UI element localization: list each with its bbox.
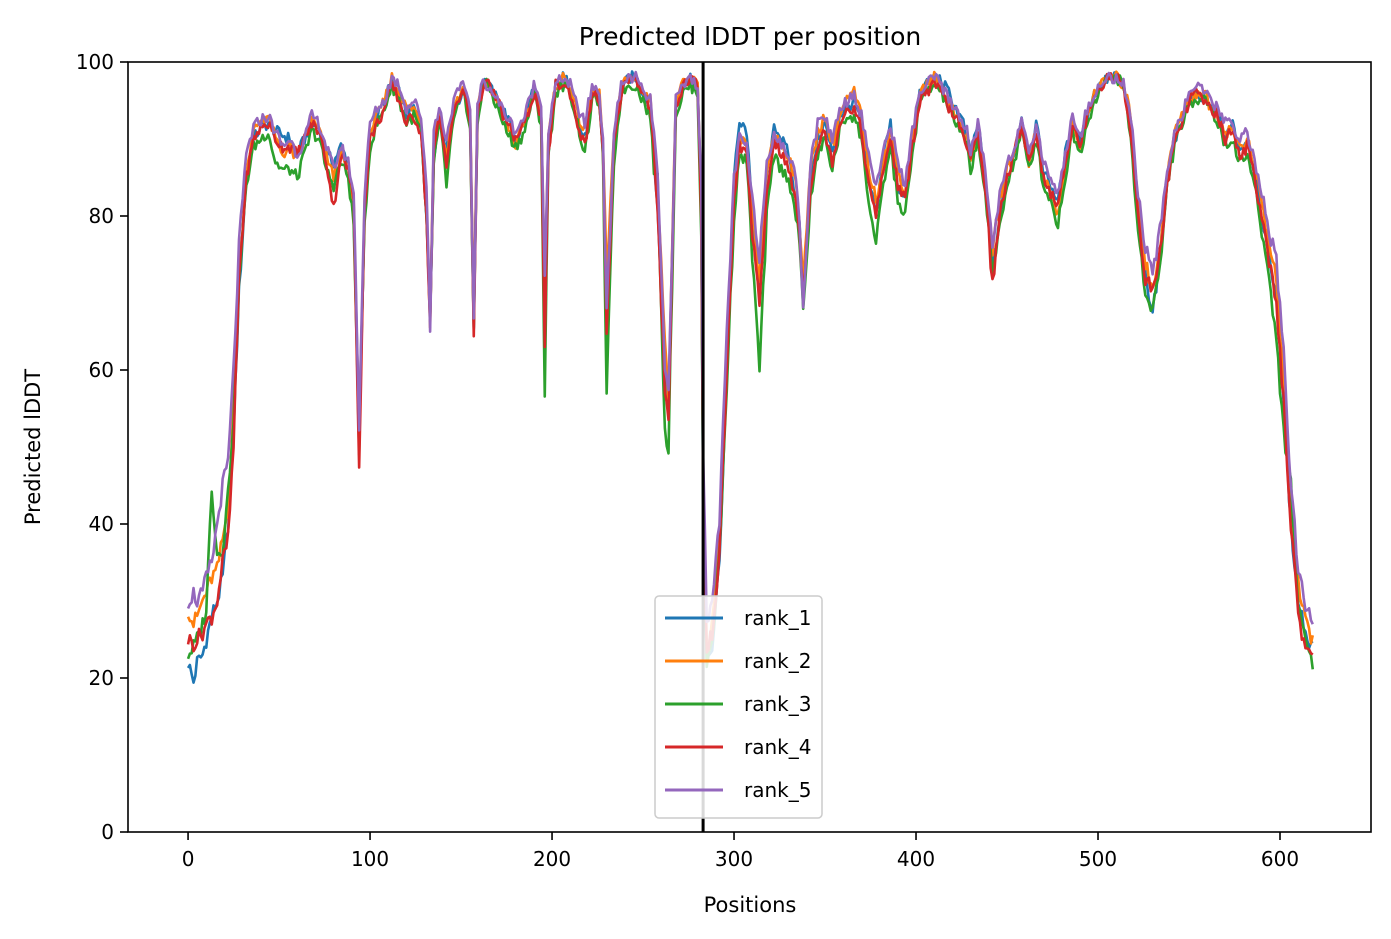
x-axis-label: Positions — [704, 893, 797, 917]
y-axis-ticks: 0 20 40 60 80 100 — [76, 50, 128, 844]
x-tick-label: 200 — [533, 847, 571, 871]
x-tick-label: 500 — [1079, 847, 1117, 871]
x-tick-label: 400 — [897, 847, 935, 871]
y-tick-label: 20 — [89, 666, 114, 690]
legend-label-rank_5: rank_5 — [744, 778, 811, 802]
y-tick-label: 100 — [76, 50, 114, 74]
x-tick-label: 100 — [351, 847, 389, 871]
y-tick-label: 80 — [89, 204, 114, 228]
y-tick-label: 40 — [89, 512, 114, 536]
legend-box — [654, 595, 823, 819]
plot-area-frame — [127, 61, 1372, 833]
y-axis-label: Predicted lDDT — [21, 369, 45, 525]
y-tick-label: 60 — [89, 358, 114, 382]
series-line-rank_4 — [186, 72, 1314, 656]
x-tick-label: 0 — [182, 847, 195, 871]
series-line-rank_5 — [186, 70, 1314, 625]
y-tick-label: 0 — [101, 820, 114, 844]
legend-label-rank_1: rank_1 — [744, 606, 811, 630]
series-group — [186, 70, 1315, 684]
legend-label-rank_2: rank_2 — [744, 649, 811, 673]
x-tick-label: 300 — [715, 847, 753, 871]
legend: rank_1 rank_2 rank_3 rank_4 rank_5 — [654, 595, 823, 819]
legend-label-rank_3: rank_3 — [744, 692, 811, 716]
x-tick-label: 600 — [1261, 847, 1299, 871]
chart-title: Predicted lDDT per position — [579, 22, 921, 51]
x-axis-ticks: 0 100 200 300 400 500 600 — [182, 832, 1299, 871]
legend-label-rank_4: rank_4 — [744, 735, 811, 759]
